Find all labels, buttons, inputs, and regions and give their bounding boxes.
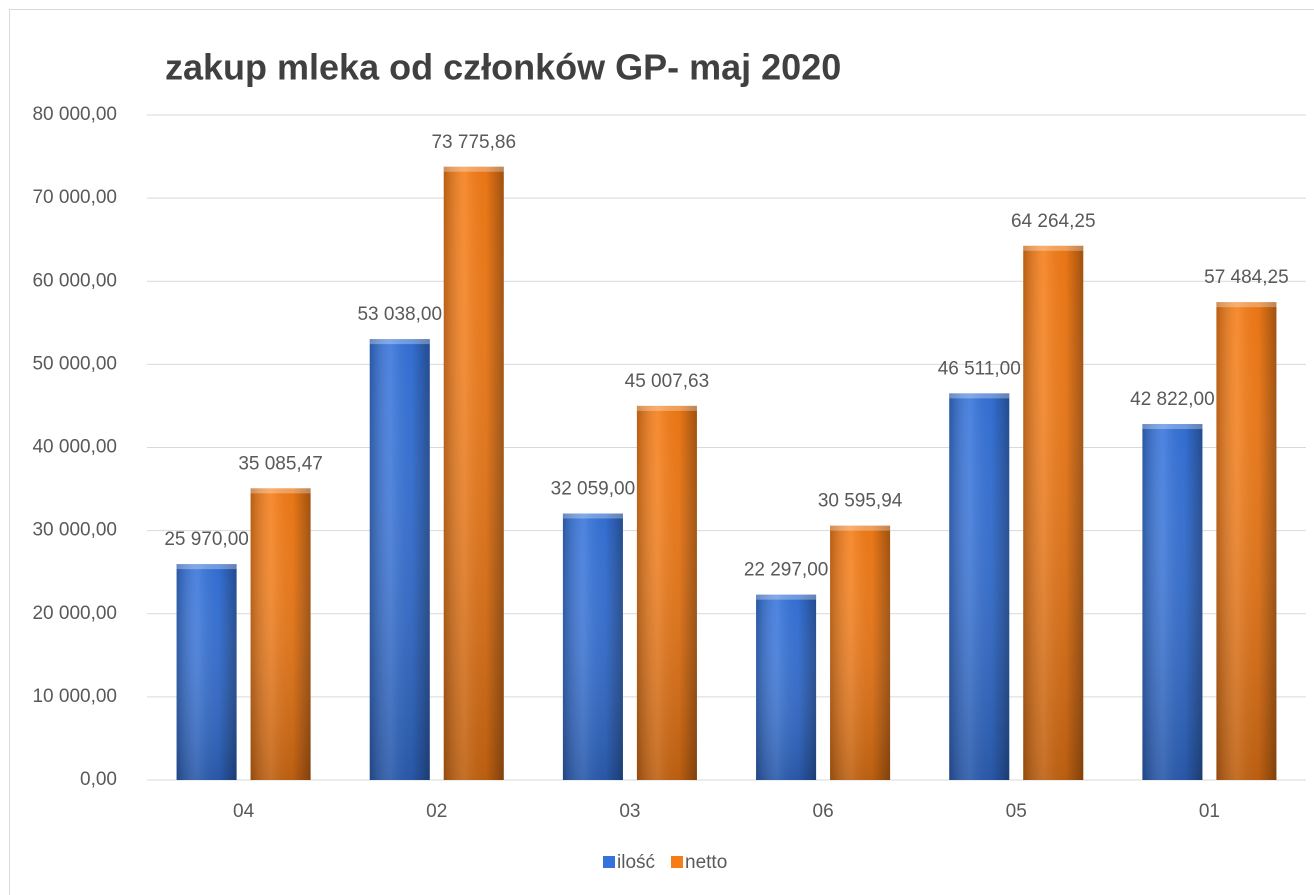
bar-shading: [1023, 245, 1084, 781]
bar-shading: [1216, 302, 1277, 780]
data-label: 57 484,25: [1204, 267, 1289, 288]
bar-cap: [949, 393, 1010, 399]
bar-cap: [176, 564, 237, 570]
bar-shading: [636, 405, 697, 780]
bar-cap: [636, 405, 697, 411]
y-tick-label: 80 000,00: [32, 104, 117, 125]
x-tick-label: 05: [1006, 801, 1027, 822]
legend-swatch: [671, 856, 684, 868]
bar-cap: [1142, 424, 1203, 430]
x-tick-label: 02: [426, 801, 447, 822]
y-tick-label: 10 000,00: [32, 686, 117, 707]
data-label: 22 297,00: [744, 560, 829, 581]
x-tick-label: 04: [233, 801, 255, 822]
x-tick-label: 06: [813, 801, 834, 822]
legend-label: netto: [685, 852, 727, 873]
data-label: 45 007,63: [625, 371, 710, 392]
data-label: 42 822,00: [1130, 389, 1215, 410]
bar-shading: [756, 594, 817, 780]
data-label: 32 059,00: [551, 479, 636, 500]
bar-shading: [369, 339, 430, 780]
data-label: 46 511,00: [938, 358, 1021, 379]
bar-cap: [250, 488, 311, 494]
chart-title: zakup mleka od członków GP- maj 2020: [165, 47, 841, 88]
bar-cap: [830, 525, 891, 531]
bar-shading: [250, 488, 311, 780]
legend-label: ilość: [617, 852, 655, 873]
bar-shading: [562, 513, 623, 780]
data-label: 25 970,00: [164, 529, 249, 550]
x-tick-label: 01: [1199, 801, 1220, 822]
data-label: 35 085,47: [238, 453, 323, 474]
bar-cap: [369, 339, 430, 345]
legend-swatch: [603, 856, 615, 868]
x-tick-label: 03: [619, 801, 640, 822]
y-tick-label: 50 000,00: [32, 353, 117, 374]
y-tick-label: 30 000,00: [32, 520, 117, 541]
data-label: 30 595,94: [818, 491, 903, 512]
bar-shading: [830, 525, 891, 780]
y-tick-label: 40 000,00: [32, 437, 117, 458]
data-label: 53 038,00: [357, 304, 442, 325]
bar-shading: [1142, 424, 1203, 780]
bar-cap: [1216, 302, 1277, 308]
y-tick-label: 20 000,00: [32, 603, 117, 624]
y-tick-label: 70 000,00: [32, 187, 117, 208]
data-label: 64 264,25: [1011, 211, 1096, 232]
bar-cap: [443, 166, 504, 172]
bar-shading: [176, 564, 237, 780]
bar-shading: [443, 166, 504, 780]
bar-cap: [1023, 245, 1084, 251]
y-tick-label: 0,00: [80, 769, 117, 790]
bar-shading: [949, 393, 1010, 780]
data-label: 73 775,86: [431, 132, 516, 153]
bar-cap: [562, 513, 623, 519]
bar-cap: [756, 594, 817, 600]
y-tick-label: 60 000,00: [32, 270, 117, 291]
